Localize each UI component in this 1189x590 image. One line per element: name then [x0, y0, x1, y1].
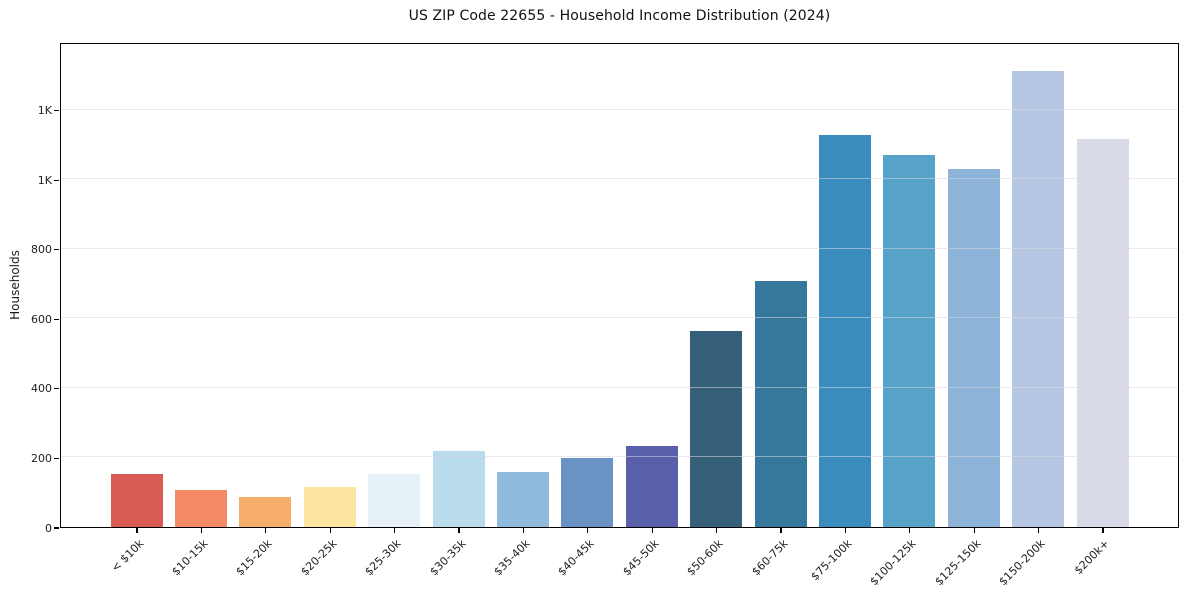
x-tick-label: $100-125k [867, 537, 920, 589]
bar-$10-15k [174, 489, 227, 527]
x-tick-mark [522, 528, 524, 533]
x-tick-mark [587, 528, 589, 533]
x-axis-tick-labels: < $10k $10-15k $15-20k $20-25k $25-30k $30-35… [0, 537, 1189, 590]
bar-$50-60k [690, 330, 743, 527]
y-tick-mark [54, 110, 59, 112]
y-tick-label: 400 [31, 382, 52, 396]
x-tick-label: $25-30k [362, 537, 404, 579]
y-tick-mark [54, 318, 59, 320]
x-tick-label: $75-100k [808, 537, 855, 584]
y-tick-mark [54, 388, 59, 390]
x-tick-mark [844, 528, 846, 533]
y-tick-label: 0 [45, 521, 52, 535]
y-tick-label: 1K [37, 104, 52, 118]
bar-$60-75k [754, 281, 807, 527]
x-tick-mark [458, 528, 460, 533]
y-tick-mark [54, 249, 59, 251]
x-tick-label: $125-150k [932, 537, 984, 589]
bar-$20-25k [303, 487, 356, 527]
bar-$15-20k [239, 497, 292, 527]
x-tick-mark [394, 528, 396, 533]
x-tick-label: < $10k [108, 537, 147, 575]
x-tick-label: $10-15k [169, 537, 211, 579]
x-tick-mark [909, 528, 911, 533]
x-tick-label: $15-20k [233, 537, 276, 579]
bars-container [61, 44, 1178, 527]
y-tick-label: 1K [37, 173, 52, 187]
y-axis-label: Households [8, 250, 22, 320]
bar-$30-35k [432, 450, 485, 527]
bar-$45-50k [625, 445, 678, 527]
y-tick-label: 200 [31, 451, 52, 465]
bar-$150-200k [1012, 71, 1065, 527]
y-tick-mark [54, 457, 59, 460]
plot-area [59, 43, 1179, 528]
x-tick-mark [716, 528, 718, 533]
x-tick-label: $60-75k [748, 537, 791, 579]
y-tick-label: 800 [31, 243, 52, 257]
x-tick-mark [780, 528, 782, 533]
y-tick-mark [54, 527, 59, 529]
x-tick-label: $40-45k [555, 537, 598, 579]
bar-$25-30k [368, 474, 421, 527]
x-tick-label: $150-200k [996, 537, 1048, 589]
x-tick-mark [651, 528, 653, 533]
x-tick-mark [329, 528, 331, 533]
y-tick-label: 600 [31, 312, 52, 326]
bar-$125-150k [947, 169, 1000, 527]
bar-$40-45k [561, 458, 614, 527]
x-tick-mark [136, 528, 138, 533]
x-tick-mark [973, 528, 975, 533]
bar-$200k+ [1076, 139, 1129, 527]
x-tick-label: $50-60k [684, 537, 726, 579]
x-tick-label: $30-35k [426, 537, 469, 579]
x-tick-mark [1102, 528, 1104, 533]
bar-$35-40k [496, 472, 549, 527]
x-tick-label: $45-50k [620, 537, 662, 579]
x-tick-label: $35-40k [491, 537, 533, 579]
x-tick-mark [200, 528, 202, 533]
x-tick-label: $20-25k [298, 537, 340, 579]
x-tick-mark [265, 528, 267, 533]
y-tick-mark [54, 179, 59, 181]
x-tick-label: $200k+ [1072, 537, 1113, 578]
x-tick-mark [1038, 528, 1040, 533]
bar-$75-100k [818, 134, 871, 527]
chart-title: US ZIP Code 22655 - Household Income Dis… [408, 8, 831, 24]
bar-< $10k [110, 474, 163, 527]
bar-$100-125k [883, 154, 936, 527]
